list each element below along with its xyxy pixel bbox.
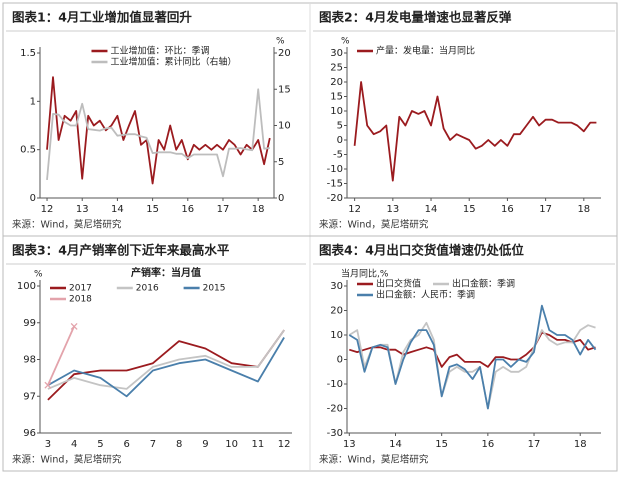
y-tick-label: 96 [23, 428, 36, 439]
x-tick-label: 18 [252, 204, 265, 215]
y-tick-label: 0 [30, 193, 36, 204]
x-tick-label: 16 [501, 204, 514, 215]
y-tick-label: 30 [330, 281, 343, 292]
series-line [349, 331, 596, 368]
source: 来源：Wind，莫尼塔研究 [319, 454, 429, 466]
y-tick-label: 0 [337, 135, 343, 146]
source: 来源：Wind，莫尼塔研究 [12, 454, 122, 466]
x-tick-label: 14 [389, 439, 402, 450]
x-tick-label: 15 [463, 204, 476, 215]
x-tick-label: 13 [76, 204, 89, 215]
y2-tick-label: 15 [278, 84, 291, 95]
y2-tick-label: 20 [278, 48, 291, 59]
y-tick-label: 99 [23, 318, 36, 329]
y-tick-label: 20 [330, 306, 343, 317]
x-tick-label: 5 [97, 439, 103, 450]
y-tick-label: 0 [337, 355, 343, 366]
y-axis-label: 当月同比,% [341, 268, 389, 280]
legend-label: 2018 [69, 295, 92, 305]
chart-subtitle: 产销率：当月值 [131, 266, 201, 279]
series-line [348, 304, 597, 410]
x-tick-label: 17 [217, 204, 230, 215]
panel-title: 图表3：4月产销率创下近年来最高水平 [12, 243, 230, 258]
legend-label: 出口金额：季调 [452, 278, 515, 290]
y-tick-label: 0.5 [20, 145, 36, 156]
legend-label: 产量：发电量：当月同比 [376, 45, 475, 57]
y-tick-label: 98 [23, 355, 36, 366]
y-axis-label: % [341, 37, 350, 47]
legend-label: 出口金额：人民币：季调 [376, 289, 475, 301]
source: 来源：Wind，莫尼塔研究 [12, 219, 122, 231]
x-tick-label: 15 [435, 439, 448, 450]
y-axis-label: % [34, 270, 43, 280]
y-tick-label: 1.5 [20, 48, 36, 59]
marker [70, 322, 78, 330]
y-tick-label: 97 [23, 391, 36, 402]
legend-label: 出口交货值 [376, 278, 421, 290]
source: 来源：Wind，莫尼塔研究 [319, 219, 429, 231]
series-line [47, 329, 285, 401]
y-tick-label: -30 [327, 428, 343, 439]
y2-tick-label: 10 [278, 121, 291, 132]
legend-label: 2015 [203, 284, 226, 294]
x-tick-label: 10 [225, 439, 238, 450]
x-tick-label: 12 [278, 439, 291, 450]
y-tick-label: 100 [17, 281, 36, 292]
x-tick-label: 16 [181, 204, 194, 215]
x-tick-label: 16 [481, 439, 494, 450]
x-tick-label: 3 [45, 439, 51, 450]
y2-tick-label: 5 [278, 157, 284, 168]
x-tick-label: 17 [539, 204, 552, 215]
series-line [47, 326, 75, 386]
y-tick-label: 10 [330, 330, 343, 341]
x-tick-label: 7 [150, 439, 156, 450]
x-tick-label: 6 [123, 439, 129, 450]
y-tick-label: 5 [337, 121, 343, 132]
x-tick-label: 11 [252, 439, 265, 450]
legend-label: 2016 [136, 284, 159, 294]
series-line [47, 337, 285, 398]
y-tick-label: 20 [330, 77, 343, 88]
series-line [46, 76, 271, 185]
y-tick-label: -20 [327, 193, 343, 204]
x-tick-label: 15 [146, 204, 159, 215]
panel-title: 图表1：4月工业增加值显著回升 [12, 10, 192, 25]
y-tick-label: 1 [30, 96, 36, 107]
y2-axis-label: % [276, 37, 285, 47]
y2-tick-label: 0 [278, 193, 284, 204]
y-tick-label: 25 [330, 63, 343, 74]
x-tick-label: 17 [528, 439, 541, 450]
x-tick-label: 12 [41, 204, 54, 215]
x-tick-label: 12 [348, 204, 361, 215]
y-tick-label: 10 [330, 106, 343, 117]
series-line [353, 81, 597, 182]
x-tick-label: 18 [577, 204, 590, 215]
x-tick-label: 9 [202, 439, 208, 450]
legend-label: 工业增加值：环比：季调 [110, 45, 209, 57]
x-tick-label: 8 [176, 439, 182, 450]
x-tick-label: 18 [574, 439, 587, 450]
series-line [47, 329, 285, 390]
y-tick-label: -15 [327, 179, 343, 190]
x-tick-label: 14 [111, 204, 124, 215]
x-tick-label: 13 [343, 439, 356, 450]
y-tick-label: -5 [333, 150, 343, 161]
panel-title: 图表4：4月出口交货值增速仍处低位 [319, 243, 524, 258]
y-tick-label: -10 [327, 164, 343, 175]
y-tick-label: -20 [327, 404, 343, 415]
x-tick-label: 13 [386, 204, 399, 215]
legend-label: 工业增加值：累计同比（右轴） [110, 56, 236, 68]
y-tick-label: 30 [330, 48, 343, 59]
panel-title: 图表2：4月发电量增速也显著反弹 [319, 10, 512, 25]
legend-label: 2017 [69, 284, 92, 294]
y-tick-label: 15 [330, 92, 343, 103]
x-tick-label: 14 [425, 204, 438, 215]
y-tick-label: -10 [327, 379, 343, 390]
marker [44, 381, 52, 389]
x-tick-label: 4 [71, 439, 77, 450]
series-line [46, 88, 270, 180]
